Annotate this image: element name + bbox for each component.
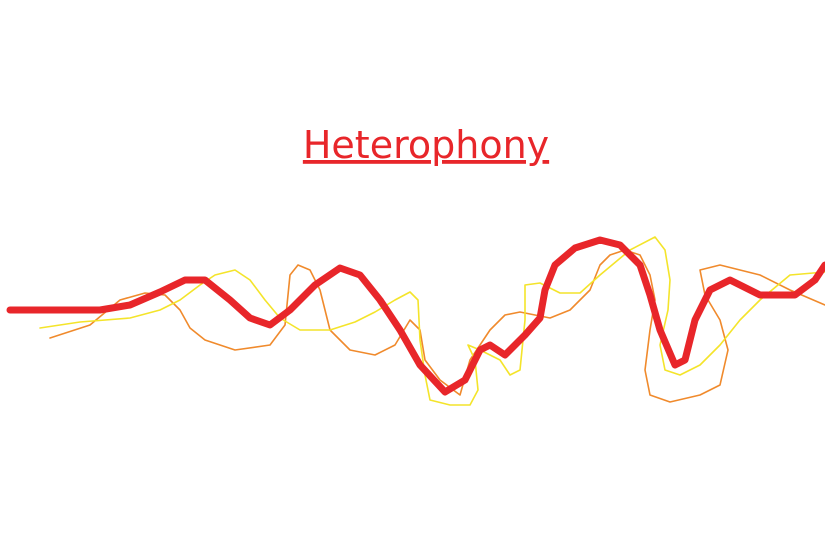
title: Heterophony bbox=[303, 123, 549, 167]
orange-line bbox=[49, 249, 825, 403]
red-line bbox=[6, 236, 825, 396]
